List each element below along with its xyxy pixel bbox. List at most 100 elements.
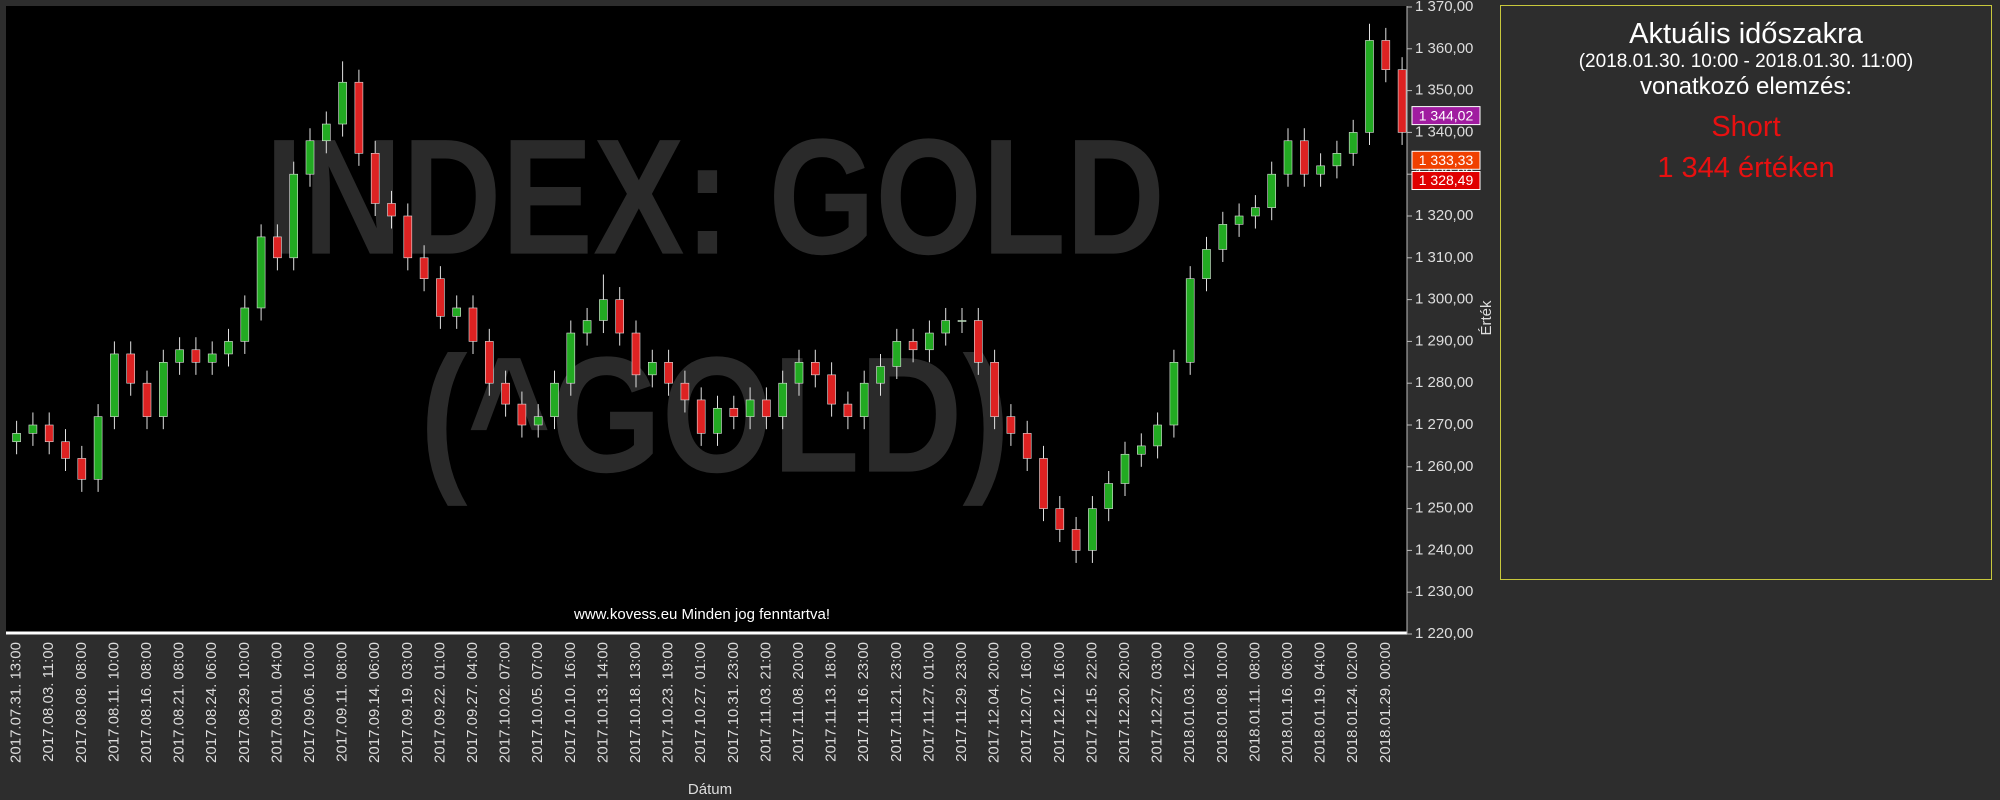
- candle-body: [582, 320, 592, 334]
- x-tick-label: 2018.01.24. 02:00: [1344, 642, 1361, 763]
- x-tick-label: 2017.10.02. 07:00: [497, 642, 514, 763]
- candle-body: [843, 403, 853, 417]
- candle-body: [1251, 207, 1260, 217]
- x-tick-label: 2017.10.18. 13:00: [627, 642, 644, 763]
- candle-body: [1365, 40, 1374, 133]
- x-tick-label: 2017.12.20. 20:00: [1116, 642, 1133, 763]
- x-tick-label: 2017.09.14. 06:00: [366, 642, 383, 763]
- candle-body: [44, 424, 54, 443]
- x-tick-label: 2018.01.19. 04:00: [1312, 642, 1329, 763]
- candle-body: [566, 332, 576, 384]
- price-tag-label: 1 344,02: [1419, 107, 1474, 123]
- candle-body: [468, 307, 478, 342]
- y-tick-label: 1 240,00: [1415, 541, 1473, 558]
- x-tick-label: 2017.09.22. 01:00: [431, 642, 448, 763]
- x-tick-label: 2017.12.27. 03:00: [1149, 642, 1166, 763]
- price-tag: [1411, 171, 1481, 191]
- candle-body: [533, 416, 543, 426]
- x-tick-label: 2018.01.16. 06:00: [1279, 642, 1296, 763]
- x-tick-label: 2017.11.08. 20:00: [790, 642, 807, 762]
- x-tick-label: 2017.11.27. 01:00: [920, 642, 937, 762]
- x-tick-label: 2017.09.27. 04:00: [464, 642, 481, 763]
- candle-body: [517, 403, 527, 426]
- x-tick-label: 2017.08.16. 08:00: [138, 642, 155, 763]
- y-axis-title: Érték: [1478, 300, 1495, 336]
- y-tick-label: 1 320,00: [1415, 207, 1473, 224]
- candle-body: [696, 399, 706, 434]
- candle-body: [175, 349, 184, 363]
- x-tick-label: 2017.11.03. 21:00: [757, 642, 774, 762]
- candle-body: [810, 361, 820, 376]
- panel-signal: Short: [1711, 110, 1781, 143]
- candle-body: [159, 361, 168, 417]
- y-tick-label: 1 340,00: [1415, 123, 1473, 140]
- candle-body: [1071, 529, 1081, 551]
- candle-body: [419, 257, 429, 279]
- y-tick-label: 1 280,00: [1415, 374, 1473, 391]
- candle-body: [631, 332, 641, 376]
- panel-level: 1 344 értéken: [1657, 152, 1835, 185]
- price-tag: [1411, 106, 1481, 126]
- candle-body: [1283, 140, 1293, 175]
- candle-body: [827, 374, 836, 405]
- candle-body: [745, 399, 755, 417]
- y-tick-label: 1 350,00: [1415, 82, 1473, 99]
- candle-body: [338, 81, 347, 125]
- panel-subtitle: vonatkozó elemzés:: [1639, 73, 1853, 101]
- price-tag: [1411, 150, 1481, 170]
- candle-body: [1185, 278, 1195, 363]
- x-tick-label: 2017.08.03. 11:00: [40, 642, 57, 762]
- candle-body: [957, 320, 967, 322]
- candle-body: [1300, 140, 1309, 175]
- analysis-panel: Aktuális időszakra (2018.01.30. 10:00 - …: [1500, 5, 1992, 580]
- candle-body: [61, 441, 70, 459]
- x-tick-label: 2017.09.19. 03:00: [399, 642, 416, 763]
- price-tag-label: 1 328,49: [1419, 172, 1474, 188]
- x-tick-label: 2017.12.12. 16:00: [1051, 642, 1068, 763]
- y-tick-label: 1 300,00: [1415, 291, 1473, 308]
- candle-body: [403, 215, 413, 259]
- panel-title: Aktuális időszakra: [1629, 18, 1863, 50]
- candle-body: [1022, 433, 1032, 459]
- x-tick-label: 2017.08.24. 06:00: [203, 642, 220, 763]
- x-tick-label: 2017.08.29. 10:00: [236, 642, 253, 763]
- candle-body: [1088, 508, 1097, 551]
- candle-body: [110, 353, 119, 417]
- candle-body: [990, 361, 999, 417]
- candle-body: [207, 353, 217, 363]
- candle-body: [1104, 483, 1113, 509]
- x-tick-label: 2017.10.31. 23:00: [725, 642, 742, 763]
- candle-body: [321, 123, 331, 142]
- watermark: INDEX: GOLD: [265, 105, 1165, 289]
- x-tick-label: 2017.09.11. 08:00: [334, 642, 351, 762]
- y-tick-label: 1 250,00: [1415, 500, 1473, 517]
- candle-body: [615, 299, 625, 334]
- candle-body: [191, 349, 201, 363]
- candle-body: [1348, 132, 1358, 154]
- candle-body: [859, 382, 869, 417]
- candle-body: [28, 424, 38, 434]
- candle-body: [680, 382, 690, 401]
- candle-body: [1153, 424, 1162, 447]
- x-tick-label: 2018.01.29. 00:00: [1377, 642, 1394, 763]
- candle-body: [729, 407, 739, 417]
- candle-body: [599, 299, 608, 321]
- candle-body: [1218, 224, 1228, 250]
- candle-body: [436, 278, 445, 317]
- x-tick-label: 2017.11.13. 18:00: [823, 642, 840, 762]
- x-tick-label: 2018.01.03. 12:00: [1181, 642, 1198, 763]
- candle-body: [1039, 458, 1048, 509]
- candle-body: [1169, 361, 1179, 426]
- candle-body: [142, 382, 152, 417]
- candle-body: [93, 416, 103, 480]
- x-tick-label: 2017.08.08. 08:00: [73, 642, 90, 763]
- candle-body: [452, 307, 462, 317]
- candle-body: [1397, 69, 1407, 133]
- plot-area: [6, 6, 1407, 634]
- x-tick-label: 2017.09.06. 10:00: [301, 642, 318, 763]
- candle-body: [273, 236, 282, 259]
- candle-body: [289, 173, 299, 259]
- x-tick-label: 2017.12.04. 20:00: [986, 642, 1003, 763]
